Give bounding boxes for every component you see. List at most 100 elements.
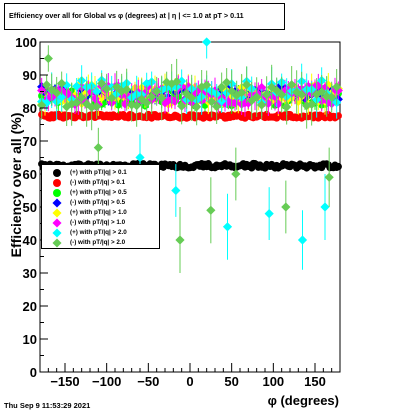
data-point [120,96,130,112]
datestamp: Thu Sep 9 11:53:29 2021 [4,401,91,410]
y-tick-label: 70 [23,134,37,149]
outlier-point [43,45,53,72]
data-point [297,71,307,118]
legend-label: (+) with pT/|q| > 0.1 [70,169,127,176]
marker [187,93,197,103]
legend-entry: (-) with pT/|q| > 0.5 [42,198,159,208]
y-tick-label: 100 [15,35,37,50]
marker [323,80,333,90]
data-point [272,77,282,104]
marker [297,90,307,100]
y-tick-label: 30 [23,266,37,281]
data-point [207,86,217,118]
outlier-point [324,147,334,207]
outlier-point [171,164,181,217]
data-point [47,73,57,106]
marker [132,101,142,111]
axes: 0 10 20 30 40 50 60 70 80 90 100 −150 −100 −50 0 50 100 1… [15,35,333,389]
marker [142,98,152,108]
data-point [267,64,277,110]
legend-label: (-) with pT/|q| > 0.1 [70,179,126,186]
marker [231,169,241,179]
marker [52,88,62,98]
marker [122,85,132,95]
marker [107,93,117,103]
data-point [273,93,283,115]
data-point [152,76,162,106]
data-point [187,74,197,122]
marker [147,92,157,102]
data-point [334,112,342,120]
marker [282,102,292,112]
data-point [172,58,182,105]
data-point [170,93,180,110]
outlier-point [231,147,241,201]
marker [202,37,212,47]
legend-marker [53,169,61,177]
marker [317,87,327,97]
data-point [132,84,142,127]
data-point [220,95,230,112]
data-point [147,79,157,115]
legend-marker [52,198,62,208]
data-point [122,68,132,111]
data-point [277,76,287,113]
marker [72,97,82,108]
marker [207,97,217,107]
marker [320,202,330,212]
data-point [160,92,170,114]
marker [307,99,317,109]
marker [252,92,262,102]
marker [102,84,112,94]
x-axis-label: φ (degrees) [268,393,339,408]
outlier-point [222,193,233,260]
outlier-point [93,127,103,168]
outlier-point [297,210,308,270]
legend-marker [53,179,61,187]
marker [192,102,202,112]
legend-label: (+) with pT/|q| > 2.0 [70,229,127,236]
x-tick-label: 0 [186,374,193,389]
marker [281,202,291,212]
marker [302,101,312,111]
marker [177,101,187,111]
legend-entry: (-) with pT/|q| > 1.0 [42,218,159,228]
marker [93,143,103,153]
data-point [112,70,122,103]
data-point [102,73,112,105]
data-marks [37,37,343,273]
data-point [287,66,297,104]
marker [222,77,232,87]
marker [175,235,185,245]
legend-entry: (+) with pT/|q| > 2.0 [42,228,159,238]
marker [171,185,181,196]
x-tick-label: −150 [50,374,79,389]
outlier-point [202,37,212,59]
marker [82,99,92,109]
data-point [87,84,97,131]
y-axis-label: Efficiency over all (%) [8,113,24,258]
data-point [97,72,107,95]
marker [43,94,53,104]
data-point [42,74,52,96]
marker [92,86,102,97]
marker [72,81,82,91]
data-point [157,75,167,121]
marker [287,80,297,90]
marker [243,98,253,108]
data-point [327,81,337,113]
marker [47,85,57,95]
marker [43,53,53,64]
marker [242,80,252,90]
data-point [334,162,342,171]
data-point [302,82,312,129]
marker [222,222,233,232]
marker [322,91,332,102]
data-point [312,78,322,111]
data-point [107,87,117,109]
series-7 [37,58,342,131]
data-point [37,90,47,120]
marker [257,100,267,110]
data-point [243,97,253,110]
